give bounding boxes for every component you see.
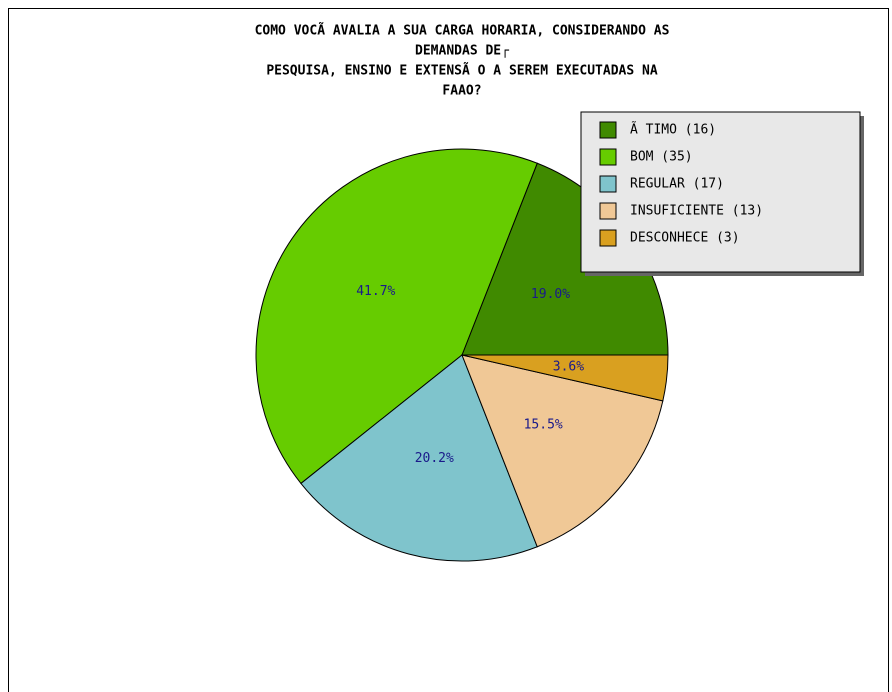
legend (580, 111, 861, 273)
slice-label: 41.7% (356, 284, 395, 299)
legend-swatch (599, 121, 617, 139)
slice-label: 3.6% (553, 359, 584, 374)
pie-slice (300, 354, 538, 562)
legend-label: DESCONHECE (3) (630, 231, 740, 246)
legend-label: INSUFICIENTE (13) (630, 204, 763, 219)
legend-swatch (599, 148, 617, 166)
slice-label: 15.5% (524, 417, 563, 432)
legend-swatch (599, 175, 617, 193)
slice-label: 19.0% (531, 287, 570, 302)
pie-slice (461, 354, 669, 402)
chart-title: FAAO? (442, 84, 481, 99)
pie-slice (255, 148, 538, 485)
chart-title: PESQUISA, ENSINO E EXTENSÃ O A SEREM EXE… (266, 63, 658, 79)
chart-title: DEMANDAS DE┌ (415, 44, 509, 59)
legend-swatch (599, 229, 617, 247)
slice-label: 20.2% (415, 451, 454, 466)
legend-swatch (599, 202, 617, 220)
legend-label: REGULAR (17) (630, 177, 724, 192)
chart-title: COMO VOCÃ AVALIA A SUA CARGA HORARIA, CO… (255, 23, 670, 39)
legend-label: BOM (35) (630, 150, 693, 165)
legend-label: Ã TIMO (16) (630, 122, 716, 138)
pie-slice (461, 354, 664, 548)
